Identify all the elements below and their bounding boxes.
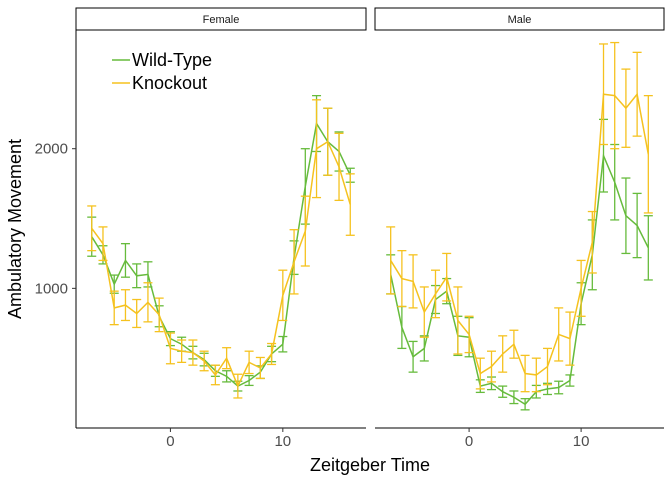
strip-label-female: Female [203, 14, 240, 26]
x-tick-label: 10 [573, 433, 590, 450]
series-female-wild-type [87, 94, 355, 392]
series-line-knockout [390, 92, 650, 376]
x-axis-title: Zeitgeber Time [310, 455, 430, 475]
legend: Wild-Type Knockout [112, 50, 212, 93]
strip-female [75, 7, 367, 31]
legend-label-knockout: Knockout [132, 73, 207, 93]
legend-label-wild-type: Wild-Type [132, 50, 212, 70]
series-male-wild-type [386, 118, 653, 411]
error-bar [87, 205, 97, 252]
strip-male [374, 7, 665, 31]
series-male-knockout [386, 41, 653, 393]
series-line-knockout [91, 140, 351, 388]
panel-male-marks [386, 41, 653, 411]
error-bar [345, 173, 355, 236]
y-axis-title: Ambulatory Movement [5, 139, 25, 319]
series-line-wild-type [389, 152, 649, 406]
axis-ticks: 1000 2000 0 10 0 10 [35, 141, 590, 450]
panel-female-marks [87, 94, 355, 399]
y-tick-label: 2000 [35, 141, 68, 158]
series-line-wild-type [91, 121, 351, 388]
y-tick-label: 1000 [35, 280, 68, 297]
strip-label-male: Male [508, 14, 532, 26]
x-tick-label: 0 [166, 433, 174, 450]
series-female-knockout [87, 99, 355, 399]
x-tick-label: 10 [274, 433, 291, 450]
panel-female-axes [75, 30, 366, 429]
x-tick-label: 0 [465, 433, 473, 450]
error-bar [643, 215, 653, 281]
